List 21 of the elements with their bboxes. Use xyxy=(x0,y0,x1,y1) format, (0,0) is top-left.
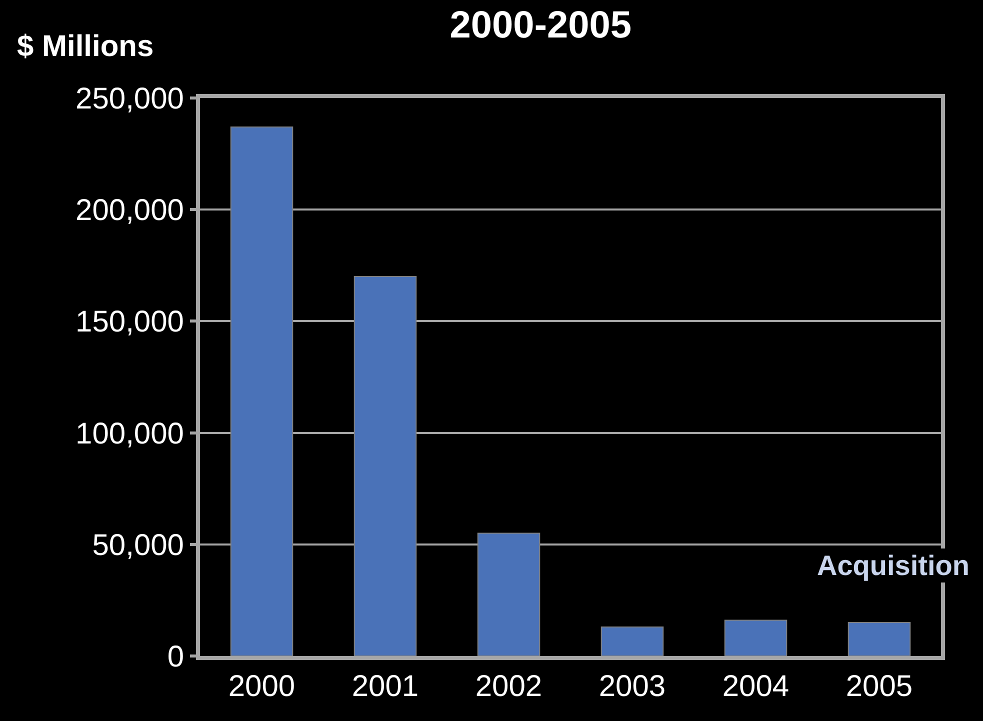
annotation: Acquisition xyxy=(817,550,970,581)
bar xyxy=(724,620,788,656)
x-tick-label: 2002 xyxy=(475,670,542,703)
y-tick-label: 250,000 xyxy=(76,82,184,116)
y-tick-label: 150,000 xyxy=(76,306,184,339)
bar xyxy=(600,626,664,656)
x-tick-label: 2005 xyxy=(846,670,913,703)
y-tick-label: 100,000 xyxy=(76,417,184,450)
bar xyxy=(230,126,294,656)
x-tick-label: 2004 xyxy=(722,670,790,703)
x-tick-label: 2001 xyxy=(352,670,419,703)
y-tick-label: 50,000 xyxy=(92,528,184,562)
x-tick-label: 2003 xyxy=(598,670,666,703)
bar xyxy=(848,622,911,656)
x-tick-label: 2000 xyxy=(228,670,296,703)
bar xyxy=(477,532,540,656)
y-axis-title: $ Millions xyxy=(17,30,154,63)
chart-title: 2000-2005 xyxy=(450,4,632,46)
y-tick-label: 0 xyxy=(167,640,184,674)
y-tick-label: 200,000 xyxy=(76,194,184,228)
bar xyxy=(354,276,417,656)
